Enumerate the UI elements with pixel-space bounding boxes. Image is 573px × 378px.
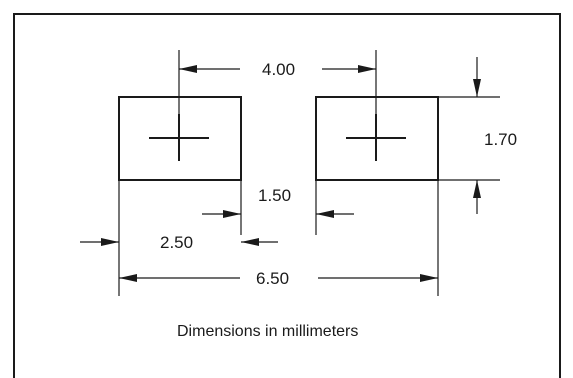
- gap-label: 1.50: [258, 186, 291, 205]
- pitch-label: 4.00: [262, 60, 295, 79]
- pad-width-dimension: [80, 238, 278, 246]
- gap-dimension: [202, 210, 354, 218]
- overall-width-dimension: [119, 274, 438, 282]
- drawing-border: [13, 13, 561, 378]
- pitch-dimension: [178, 50, 377, 114]
- pad-width-label: 2.50: [160, 233, 193, 252]
- units-caption: Dimensions in millimeters: [177, 323, 358, 340]
- pad-height-dimension: [438, 57, 500, 214]
- pad-left-center-mark: [149, 114, 209, 161]
- pad-right-center-mark: [346, 114, 406, 161]
- pad-height-label: 1.70: [484, 130, 517, 149]
- overall-width-label: 6.50: [256, 269, 289, 288]
